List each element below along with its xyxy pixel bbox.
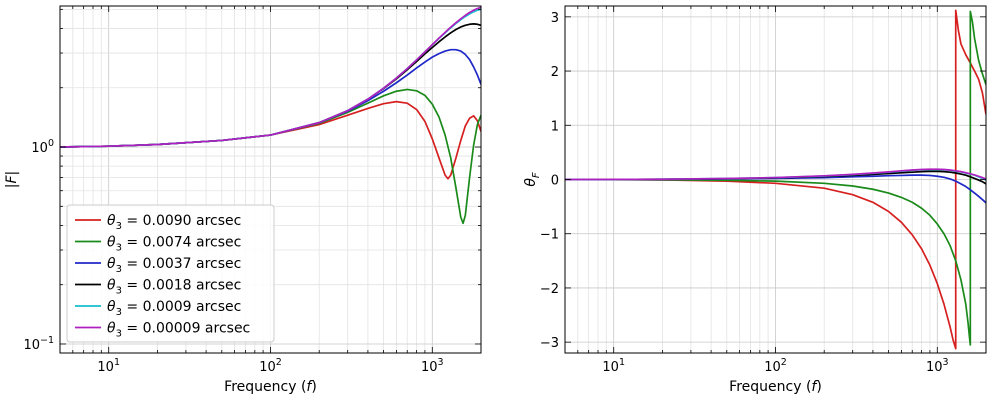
x-axis-label: Frequency (f) — [729, 379, 822, 395]
phase-panel: 101 102 103 3 2 1 0 −1 −2 −3 Frequency (f) θF — [523, 5, 987, 395]
y-tick-label: −2 — [540, 282, 559, 297]
y-tick-label: −3 — [540, 336, 559, 351]
legend-entry: θ3 = 0.0018 arcsec — [107, 278, 241, 297]
legend-entry: θ3 = 0.0009 arcsec — [107, 299, 241, 318]
y-tick-label: 3 — [551, 11, 559, 26]
y-tick-label: 100 — [31, 138, 54, 156]
series-lines — [565, 9, 986, 350]
series-lines — [60, 6, 481, 225]
series-line-5 — [60, 6, 481, 148]
x-tick-label: 101 — [602, 357, 625, 375]
y-tick-label: 2 — [551, 65, 559, 80]
legend-box — [66, 204, 275, 343]
x-tick-label: 103 — [421, 357, 444, 375]
legend-entry: θ3 = 0.0074 arcsec — [107, 235, 241, 254]
tick-marks — [564, 6, 987, 353]
x-tick-label: 102 — [259, 357, 282, 375]
y-tick-label: 1 — [551, 119, 559, 134]
tick-marks — [59, 6, 482, 354]
legend: θ3 = 0.0090 arcsec θ3 = 0.0074 arcsec θ3 =… — [66, 204, 275, 343]
legend-entry: θ3 = 0.00009 arcsec — [107, 321, 250, 340]
x-tick-label: 102 — [764, 357, 787, 375]
y-axis-label: θF — [523, 172, 542, 187]
y-axis-label: |F| — [4, 171, 20, 189]
series-line-1 — [565, 10, 986, 346]
series-line-0 — [565, 9, 986, 350]
series-line-5 — [565, 168, 986, 181]
x-tick-label: 103 — [926, 357, 949, 375]
x-axis-label: Frequency (f) — [224, 379, 317, 395]
gridlines — [564, 6, 987, 353]
y-tick-label: −1 — [540, 228, 559, 243]
x-tick-label: 101 — [97, 357, 120, 375]
y-tick-label: 10−1 — [23, 335, 54, 353]
magnitude-panel: 101 102 103 10−1 100 Frequency (f) |F| θ3 = 0.0… — [4, 5, 482, 395]
y-tick-label: 0 — [551, 174, 559, 189]
legend-entry: θ3 = 0.0037 arcsec — [107, 256, 241, 275]
legend-entry: θ3 = 0.0090 arcsec — [107, 213, 241, 232]
